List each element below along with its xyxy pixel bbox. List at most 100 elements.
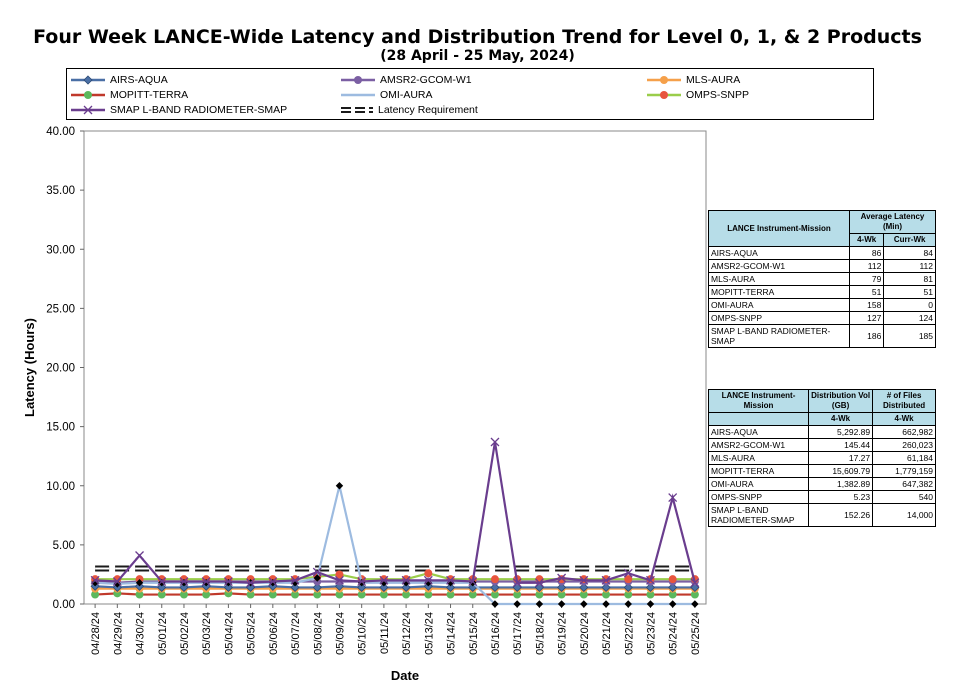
data-point-omi-aura [557,600,566,608]
legend-swatch-omi-aura [341,93,375,97]
latency-table-cell-a: 158 [849,298,885,312]
series-line-airs-aqua [95,585,695,589]
x-tick-label: 05/18/24 [534,612,546,655]
distribution-table-cell-name: MLS-AURA [707,451,810,465]
data-point-smap-l-band-radiometer-smap [646,575,655,585]
distribution-table-cell-name: OMPS-SNPP [707,490,810,504]
latency-table-cell-name: OMI-AURA [707,298,851,312]
data-point-omi-aura [535,600,544,608]
distribution-table-row: OMPS-SNPP 5.23 540 [707,490,936,504]
data-point-mopitt-terra [668,590,677,599]
data-point-smap-l-band-radiometer-smap [246,578,256,588]
distribution-table-cell-name: AIRS-AQUA [707,425,810,439]
x-tick-label: 05/17/24 [512,612,524,655]
x-tick-label: 05/13/24 [423,612,435,655]
latency-table-cell-b: 51 [883,285,936,299]
latency-table-cell-a: 186 [849,324,885,348]
data-point-omi-aura [580,600,588,608]
data-point-omi-aura [646,600,655,608]
y-tick-label: 30.00 [46,244,75,256]
distribution-table-row: OMI-AURA 1,382.89 647,382 [707,477,936,491]
data-point-smap-l-band-radiometer-smap [579,575,589,585]
distribution-table-cell-a: 17.27 [808,451,874,465]
data-point-airs-aqua [579,582,589,593]
data-point-omi-aura [335,482,344,490]
data-point-omi-aura [491,600,499,608]
legend: AIRS-AQUA AMSR2-GCOM-W1 MLS-AURA MOPITT-TER… [66,68,874,120]
data-point-omps-snpp [624,575,633,584]
latency-table-header-average: Average Latency (Min) [849,210,936,234]
chart-subtitle: (28 April - 25 May, 2024) [380,48,575,64]
legend-item-mopitt-terra: MOPITT-TERRA [69,87,188,103]
data-point-mopitt-terra [157,590,166,599]
legend-swatch-mopitt-terra [71,91,105,99]
data-point-smap-l-band-radiometer-smap [490,437,500,447]
legend-swatch-amsr2-gcom-w1 [341,76,375,84]
latency-table-cell-b: 81 [883,272,936,286]
data-point-smap-l-band-radiometer-smap [157,577,167,586]
legend-swatch-airs-aqua [71,75,105,85]
distribution-table-cell-a: 15,609.79 [808,464,874,478]
x-tick-label: 05/03/24 [201,612,213,655]
data-point-omi-aura [313,574,321,582]
x-tick-label: 05/02/24 [179,612,191,655]
plot-area [83,130,707,605]
distribution-table-cell-name: OMI-AURA [707,477,810,491]
latency-table-cell-name: SMAP L-BAND RADIOMETER-SMAP [707,324,851,348]
data-point-smap-l-band-radiometer-smap [468,577,478,586]
data-point-airs-aqua [312,582,322,593]
latency-table-cell-b: 84 [883,246,936,260]
distribution-table-cell-name: SMAP L-BAND RADIOMETER-SMAP [707,503,810,527]
distribution-table-cell-a: 145.44 [808,438,874,452]
data-point-airs-aqua [290,582,300,593]
legend-label: AIRS-AQUA [110,74,168,86]
data-point-omi-aura [135,579,144,587]
x-tick-label: 05/20/24 [579,612,591,655]
data-point-smap-l-band-radiometer-smap [512,578,522,588]
data-point-smap-l-band-radiometer-smap [335,575,344,585]
distribution-table-row: AIRS-AQUA 5,292.89 662,982 [707,425,936,439]
x-tick-label: 04/30/24 [135,612,147,655]
data-point-smap-l-band-radiometer-smap [268,577,278,586]
data-point-smap-l-band-radiometer-smap [557,573,567,583]
data-point-mopitt-terra [490,590,499,599]
data-point-omps-snpp [668,575,677,584]
latency-table-cell-name: MLS-AURA [707,272,851,286]
x-tick-label: 05/16/24 [490,612,502,655]
distribution-table-cell-a: 5,292.89 [808,425,874,439]
data-point-omi-aura [668,600,677,608]
x-tick-label: 05/06/24 [268,612,280,655]
legend-swatch-latency-requirement [341,107,373,113]
data-point-smap-l-band-radiometer-smap [90,575,100,585]
data-point-omps-snpp [490,575,499,584]
data-point-airs-aqua [601,582,611,593]
data-point-mopitt-terra [335,590,344,599]
latency-table-header-4wk: 4-Wk [849,233,885,247]
data-point-omi-aura [691,600,699,608]
data-point-mopitt-terra [268,590,277,599]
latency-table-header-instrument: LANCE Instrument-Mission [707,210,851,247]
data-point-mopitt-terra [690,590,699,599]
data-point-airs-aqua [357,582,367,593]
x-tick-label: 05/11/24 [379,612,391,654]
latency-table-cell-name: OMPS-SNPP [707,311,851,325]
distribution-table-row: MOPITT-TERRA 15,609.79 1,779,159 [707,464,936,478]
data-point-mopitt-terra [357,590,366,599]
x-tick-label: 05/08/24 [312,612,324,655]
data-point-airs-aqua [223,582,233,593]
data-point-mopitt-terra [513,590,522,599]
latency-table-cell-a: 127 [849,311,885,325]
data-point-smap-l-band-radiometer-smap [223,577,233,586]
data-point-mopitt-terra [246,590,255,599]
data-point-omi-aura [624,600,632,608]
latency-table-cell-b: 124 [883,311,936,325]
data-point-airs-aqua [490,582,500,593]
distribution-table-header-4wk-volume: 4-Wk [808,412,874,426]
data-point-mopitt-terra [624,590,633,599]
data-point-smap-l-band-radiometer-smap [312,567,322,577]
distribution-table-cell-name: MOPITT-TERRA [707,464,810,478]
legend-swatch-smap-l-band-radiometer-smap [71,105,105,115]
data-point-airs-aqua [379,582,389,593]
data-point-smap-l-band-radiometer-smap [668,493,678,503]
